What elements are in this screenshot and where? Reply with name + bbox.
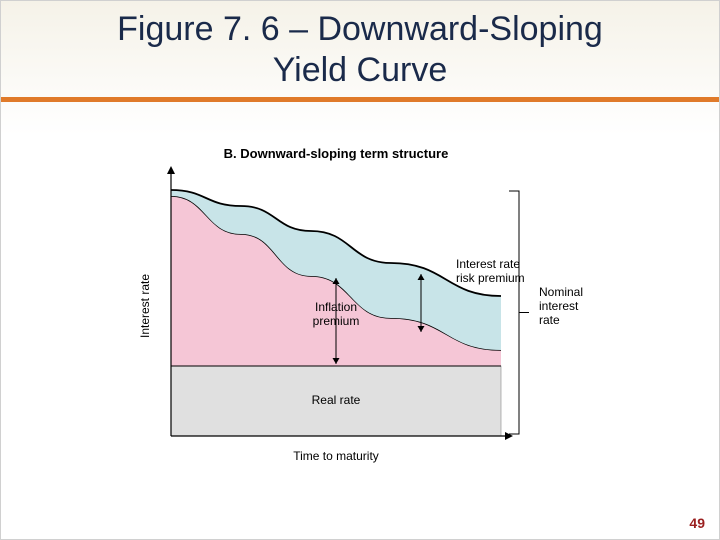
svg-text:Interest rate: Interest rate <box>138 274 152 338</box>
title-line-1: Figure 7. 6 – Downward-Sloping <box>117 10 603 48</box>
title-underline <box>1 97 719 102</box>
svg-text:B. Downward-sloping term struc: B. Downward-sloping term structure <box>224 146 449 161</box>
slide-title: Figure 7. 6 – Downward-Sloping Yield Cur… <box>1 1 719 97</box>
svg-text:risk premium: risk premium <box>456 271 525 285</box>
svg-text:interest: interest <box>539 299 579 313</box>
svg-text:Inflation: Inflation <box>315 300 357 314</box>
svg-text:rate: rate <box>539 313 560 327</box>
chart-svg: B. Downward-sloping term structure Time t… <box>111 136 611 476</box>
svg-text:Real rate: Real rate <box>312 393 361 407</box>
svg-text:Nominal: Nominal <box>539 285 583 299</box>
page-number: 49 <box>689 515 705 531</box>
svg-text:Time to maturity: Time to maturity <box>293 449 379 463</box>
svg-text:Interest rate: Interest rate <box>456 257 520 271</box>
svg-text:premium: premium <box>313 314 360 328</box>
yield-curve-chart: B. Downward-sloping term structure Time t… <box>111 136 611 476</box>
title-line-2: Yield Curve <box>273 51 447 89</box>
